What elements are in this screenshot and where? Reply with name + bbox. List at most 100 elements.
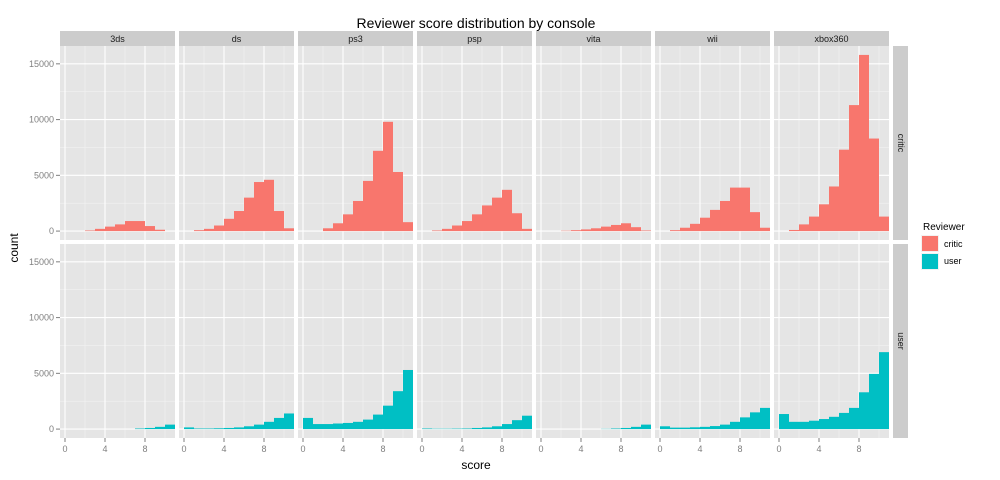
y-tick-label: 15000	[29, 59, 54, 69]
x-tick-label: 8	[380, 444, 385, 454]
panel-background	[536, 244, 651, 438]
facet-strip-label-psp: psp	[467, 34, 482, 44]
bar-vita-critic-bin-4	[581, 229, 591, 232]
bar-ps3-critic-bin-4	[343, 214, 353, 232]
panel-background	[536, 46, 651, 240]
bar-ps3-critic-bin-3	[333, 223, 343, 232]
bar-psp-critic-bin-1	[432, 230, 442, 232]
bar-ds-user-bin-5	[234, 427, 244, 430]
x-tick-label: 4	[221, 444, 226, 454]
bar-xbox360-user-bin-0	[779, 414, 789, 430]
bar-3ds-user-bin-8	[145, 427, 155, 430]
bar-ps3-critic-bin-7	[373, 150, 383, 232]
bar-ps3-user-bin-5	[353, 421, 363, 430]
row-strip-label-user: user	[896, 332, 906, 350]
bar-wii-critic-bin-3	[690, 223, 700, 232]
bar-3ds-critic-bin-3	[95, 228, 105, 232]
x-tick-label: 0	[181, 444, 186, 454]
bar-wii-critic-bin-8	[740, 187, 750, 232]
bar-xbox360-user-bin-10	[879, 352, 889, 430]
legend: Reviewer critic user	[921, 222, 965, 270]
bar-xbox360-critic-bin-4	[819, 204, 829, 232]
bar-vita-user-bin-8	[621, 427, 631, 430]
x-tick-label: 4	[816, 444, 821, 454]
bar-ds-user-bin-10	[284, 413, 294, 430]
bar-wii-critic-bin-9	[750, 212, 760, 232]
facet-panels: 3ds ds ps3 psp vita wii xbox360 critic user	[60, 31, 908, 438]
bar-xbox360-critic-bin-3	[809, 216, 819, 232]
bar-xbox360-critic-bin-10	[879, 216, 889, 232]
bar-psp-user-bin-5	[472, 427, 482, 430]
y-tick-label: 5000	[34, 368, 54, 378]
bar-wii-user-bin-8	[740, 417, 750, 430]
facet-strip-label-ps3: ps3	[348, 34, 363, 44]
legend-title: Reviewer	[923, 222, 965, 233]
bar-wii-critic-bin-1	[670, 230, 680, 232]
panel-xbox360-user	[774, 244, 889, 438]
x-tick-label: 0	[776, 444, 781, 454]
bar-psp-critic-bin-9	[512, 213, 522, 232]
bar-xbox360-critic-bin-8	[859, 54, 869, 232]
bar-ps3-user-bin-3	[333, 423, 343, 430]
bar-vita-critic-bin-3	[571, 230, 581, 232]
bar-psp-user-bin-0	[422, 428, 432, 430]
facet-strip-label-wii: wii	[706, 34, 718, 44]
panel-wii-user	[655, 244, 770, 438]
y-tick-label: 15000	[29, 257, 54, 267]
panel-vita-critic	[536, 46, 651, 240]
y-tick-label: 10000	[29, 313, 54, 323]
facet-strip-wii	[655, 31, 770, 46]
panel-ds-user	[179, 244, 294, 438]
bar-ps3-user-bin-8	[383, 405, 393, 430]
x-tick-label: 4	[578, 444, 583, 454]
bar-ds-critic-bin-5	[234, 211, 244, 232]
bar-3ds-critic-bin-9	[155, 229, 165, 232]
bar-ps3-user-bin-9	[393, 391, 403, 430]
panel-background	[417, 244, 532, 438]
bar-ds-critic-bin-9	[274, 211, 284, 232]
panel-background	[60, 46, 175, 240]
bar-vita-critic-bin-5	[591, 228, 601, 232]
x-tick-label: 4	[459, 444, 464, 454]
bar-ds-critic-bin-4	[224, 218, 234, 232]
x-tick-label: 8	[856, 444, 861, 454]
bar-xbox360-user-bin-8	[859, 392, 869, 430]
x-tick-label: 0	[538, 444, 543, 454]
bar-psp-critic-bin-10	[522, 228, 532, 232]
panel-vita-user	[536, 244, 651, 438]
bar-ps3-user-bin-7	[373, 414, 383, 430]
bar-wii-user-bin-7	[730, 421, 740, 430]
bar-ds-critic-bin-10	[284, 228, 294, 232]
row-strip-user	[893, 244, 908, 438]
bar-ds-critic-bin-2	[204, 228, 214, 232]
x-tick-label: 4	[340, 444, 345, 454]
bar-wii-critic-bin-5	[710, 209, 720, 232]
panel-xbox360-critic	[774, 46, 889, 240]
panel-psp-user	[417, 244, 532, 438]
bar-3ds-critic-bin-4	[105, 226, 115, 232]
bar-xbox360-critic-bin-5	[829, 186, 839, 232]
panel-3ds-user	[60, 244, 175, 438]
chart-title: Reviewer score distribution by console	[357, 15, 596, 31]
bar-3ds-user-bin-10	[165, 424, 175, 430]
bar-wii-user-bin-0	[660, 426, 670, 430]
bar-vita-critic-bin-10	[641, 230, 651, 232]
bar-ps3-critic-bin-10	[403, 222, 413, 232]
bar-3ds-critic-bin-7	[135, 221, 145, 232]
y-tick-label: 0	[49, 424, 54, 434]
bar-ds-user-bin-2	[204, 428, 214, 430]
facet-strip-label-vita: vita	[586, 34, 600, 44]
bar-xbox360-user-bin-3	[809, 420, 819, 430]
bar-3ds-critic-bin-5	[115, 224, 125, 232]
bar-wii-user-bin-5	[710, 426, 720, 430]
bar-xbox360-user-bin-2	[799, 421, 809, 430]
panel-background	[655, 244, 770, 438]
bar-psp-user-bin-7	[492, 426, 502, 430]
bar-3ds-user-bin-7	[135, 428, 145, 430]
facet-strip-psp	[417, 31, 532, 46]
x-tick-label: 8	[261, 444, 266, 454]
bar-ps3-critic-bin-6	[363, 180, 373, 232]
bar-vita-critic-bin-7	[611, 224, 621, 232]
bar-ds-user-bin-9	[274, 417, 284, 430]
